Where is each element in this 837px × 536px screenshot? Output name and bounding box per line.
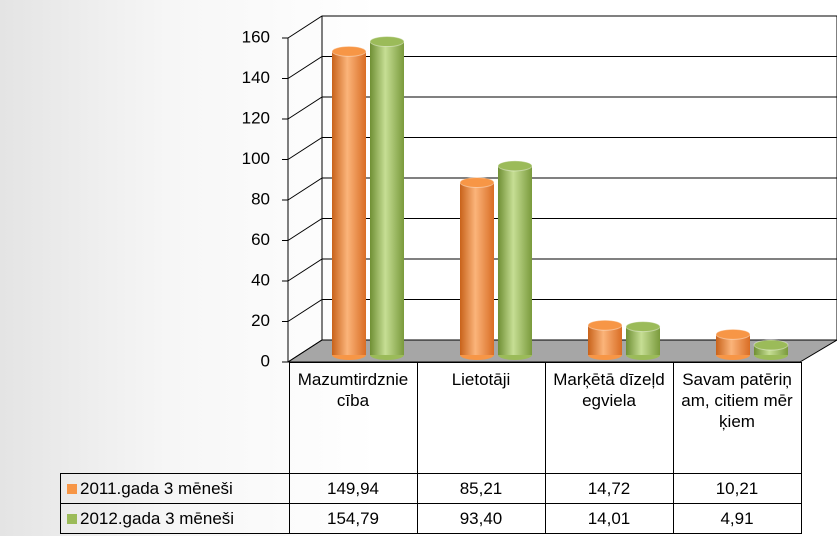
- y-tick-label: 80: [251, 189, 270, 208]
- bar-top: [587, 319, 623, 331]
- bar: [497, 160, 533, 360]
- grid-line: [287, 177, 837, 201]
- y-tick-label: 0: [261, 351, 270, 370]
- grid-line: [287, 15, 837, 39]
- value-label: 154,79: [288, 503, 418, 534]
- x-tick-label: Savam patēriņam, citiem mērķiem: [672, 362, 802, 474]
- x-tick-label: Marķētā dīzeļdegviela: [544, 362, 674, 474]
- table-row: 2011.gada 3 mēneši 149,94 85,21 14,72 10,21: [60, 473, 802, 504]
- bar-top: [625, 321, 661, 333]
- bar: [753, 339, 789, 360]
- bar-body: [370, 41, 404, 355]
- bar-body: [332, 51, 366, 356]
- legend-label: 2012.gada 3 mēneši: [80, 508, 235, 528]
- value-label: 149,94: [288, 473, 418, 504]
- grid-line: [287, 218, 837, 241]
- bar-top: [331, 45, 367, 57]
- bar: [331, 45, 367, 360]
- grid-line: [287, 258, 837, 282]
- value-label: 14,72: [544, 473, 674, 504]
- y-tick-label: 140: [242, 68, 270, 87]
- legend-label: 2011.gada 3 mēneši: [80, 478, 233, 498]
- y-tick-label: 40: [251, 270, 270, 289]
- table-row: 2012.gada 3 mēneši 154,79 93,40 14,01 4,91: [60, 503, 802, 534]
- bar-top: [369, 36, 405, 48]
- data-table: Mazumtirdzniecība Lietotāji Marķētā dīzeļd…: [60, 362, 802, 534]
- grid-line: [287, 339, 837, 363]
- value-label: 93,40: [416, 503, 546, 534]
- legend-entry: 2012.gada 3 mēneši: [60, 503, 290, 534]
- value-label: 14,01: [544, 503, 674, 534]
- value-label: 4,91: [672, 503, 802, 534]
- y-tick-label: 120: [242, 108, 270, 127]
- legend-key: [67, 513, 77, 524]
- bar: [459, 176, 495, 360]
- y-tick-label: 100: [242, 149, 270, 168]
- y-tick-label: 20: [251, 311, 270, 330]
- grid-line: [287, 137, 837, 160]
- x-tick-label: Lietotāji: [416, 362, 546, 474]
- bar: [715, 328, 751, 360]
- grid-line: [287, 96, 837, 120]
- grid-line: [287, 56, 837, 79]
- value-label: 10,21: [672, 473, 802, 504]
- bar: [587, 319, 623, 360]
- x-tick-label: Mazumtirdzniecība: [288, 362, 418, 474]
- bar: [369, 36, 405, 360]
- value-label: 85,21: [416, 473, 546, 504]
- bar-body: [498, 165, 532, 355]
- bar-body: [716, 334, 750, 355]
- legend-entry: 2011.gada 3 mēneši: [60, 473, 290, 504]
- bar-top: [715, 328, 751, 340]
- bar-top: [459, 176, 495, 188]
- bar-top: [497, 160, 533, 172]
- table-row: Mazumtirdzniecība Lietotāji Marķētā dīzeļd…: [60, 362, 802, 474]
- grid-line: [287, 299, 837, 322]
- legend-key: [67, 483, 77, 494]
- y-tick-label: 160: [242, 27, 270, 46]
- y-tick-label: 60: [251, 230, 270, 249]
- bar: [625, 321, 661, 360]
- corner: [60, 362, 290, 474]
- bar-top: [753, 339, 789, 351]
- bar-body: [460, 182, 494, 355]
